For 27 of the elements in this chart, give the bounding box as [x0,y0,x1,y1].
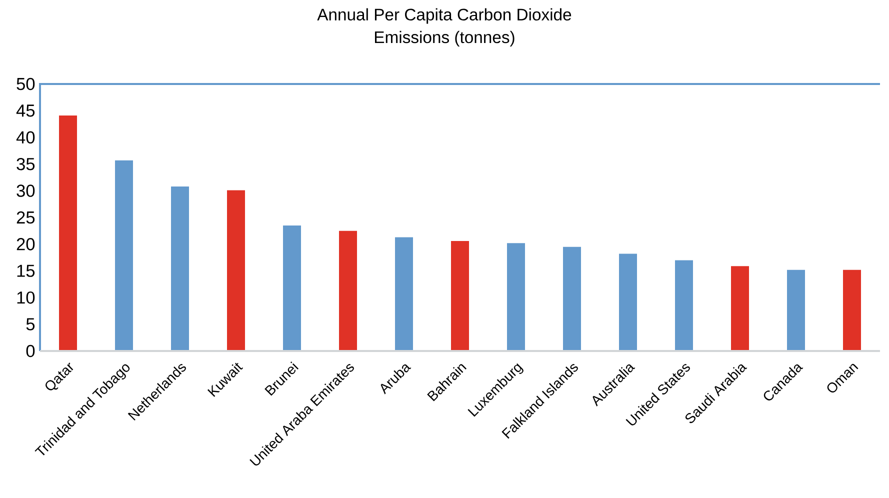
y-tick-label: 35 [16,158,35,170]
chart-title: Annual Per Capita Carbon Dioxide Emissions (tonnes) [317,8,572,46]
y-tick-label: 45 [16,104,35,117]
bar [59,115,78,351]
bar [451,240,470,351]
y-tick-label: 30 [16,184,35,197]
bar [731,266,749,351]
y-tick-label: 5 [26,318,35,330]
bar [227,190,246,351]
y-tick-label: 25 [16,211,35,224]
y-tick-label: 0 [26,344,35,358]
bar [115,160,134,351]
y-tick-label: 50 [16,78,35,90]
bar [619,254,637,351]
bar [843,270,861,351]
bar [339,230,358,351]
bar [171,186,190,351]
bar [507,243,526,351]
y-tick-label: 10 [17,291,35,304]
bar [563,246,582,351]
bar [675,260,693,351]
y-tick-label: 15 [17,264,35,277]
bar [283,226,302,351]
bar [787,270,805,351]
bar [395,237,414,351]
y-tick-label: 20 [16,238,35,250]
y-tick-label: 40 [16,131,35,144]
